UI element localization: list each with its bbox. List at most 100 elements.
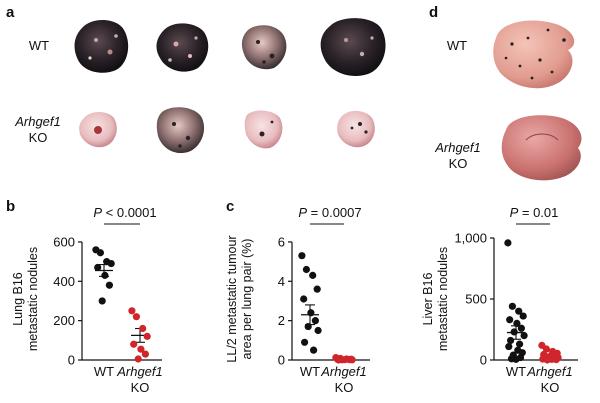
- data-point: [132, 313, 140, 321]
- data-point: [105, 281, 113, 289]
- y-tick-label: 6: [278, 234, 285, 249]
- panel-a-row-label-ko: Arhgef1 KO: [6, 114, 70, 146]
- data-point: [128, 307, 136, 315]
- lung-ko-1: [79, 112, 117, 148]
- data-point: [98, 297, 106, 305]
- lung-wt-2: [156, 23, 209, 72]
- y-tick-label: 600: [53, 234, 75, 249]
- data-point: [143, 332, 151, 340]
- row-label-line2: KO: [448, 156, 468, 171]
- x-category-label: Arhgef1: [320, 364, 367, 379]
- lung-wt-3: [241, 25, 287, 70]
- x-category-label-line2: KO: [541, 380, 560, 395]
- data-point: [543, 356, 551, 364]
- data-point: [506, 316, 514, 324]
- data-point: [302, 265, 310, 274]
- y-tick-label: 0: [68, 353, 75, 368]
- data-point: [348, 356, 356, 364]
- data-point: [313, 285, 321, 293]
- y-tick-label: 400: [53, 274, 75, 289]
- panel-letter-d: d: [429, 4, 439, 21]
- data-point: [300, 295, 308, 303]
- x-category-label-line2: KO: [335, 380, 354, 395]
- y-axis-label: area per lung pair (%): [240, 239, 254, 360]
- y-tick-label: 0: [480, 353, 487, 368]
- panel-letter-b: b: [6, 198, 16, 215]
- y-axis-label: Liver B16: [421, 273, 435, 326]
- row-label-line1: Arhgef1: [435, 140, 481, 155]
- panel-d-row-label-wt: WT: [432, 38, 482, 54]
- chart-c: 0 2 4 6 LL/2 metastatic tumour area per lung …: [225, 205, 370, 395]
- data-point: [314, 326, 322, 335]
- data-point: [141, 350, 149, 358]
- data-point: [515, 307, 523, 315]
- data-point: [298, 252, 306, 260]
- row-label-line1: WT: [446, 38, 468, 53]
- data-point: [311, 317, 319, 325]
- row-label-line1: WT: [28, 38, 50, 53]
- lung-ko-3: [244, 110, 283, 149]
- data-point: [542, 345, 550, 353]
- lung-ko-4: [337, 110, 375, 148]
- lung-wt-1: [74, 19, 129, 73]
- y-tick-label: 200: [53, 313, 75, 328]
- data-point: [134, 355, 142, 363]
- x-category-label: WT: [94, 364, 114, 379]
- liver-ko: [501, 115, 582, 181]
- data-point: [552, 356, 560, 364]
- x-category-label: WT: [300, 364, 320, 379]
- data-point: [507, 336, 515, 345]
- data-point: [517, 324, 525, 332]
- chart-b: 0 200 400 600 Lung B16 metastatic nodules P < …: [11, 205, 163, 395]
- data-point: [504, 239, 512, 247]
- data-point: [137, 345, 145, 353]
- panel-d-row-label-ko: Arhgef1 KO: [426, 140, 490, 172]
- data-point: [516, 340, 524, 348]
- data-point: [510, 328, 518, 336]
- data-point: [307, 309, 315, 317]
- panel-letter-c: c: [226, 198, 235, 215]
- x-category-label: WT: [506, 364, 526, 379]
- y-axis-label: metastatic nodules: [436, 247, 450, 351]
- data-point: [309, 271, 317, 279]
- data-point: [304, 322, 312, 331]
- data-point: [301, 338, 309, 346]
- data-point: [130, 340, 138, 348]
- data-point: [505, 342, 513, 351]
- data-point: [94, 263, 102, 272]
- data-point: [139, 324, 147, 333]
- data-point: [101, 271, 109, 279]
- x-category-label: Arhgef1: [526, 364, 573, 379]
- y-tick-label: 0: [278, 353, 285, 368]
- p-value-label: P = 0.01: [510, 205, 559, 220]
- lung-wt-4: [320, 18, 386, 77]
- y-axis-label: Lung B16: [11, 272, 25, 326]
- lung-ko-2: [156, 107, 205, 154]
- data-point: [512, 355, 520, 363]
- y-axis-label: LL/2 metastatic tumour: [225, 235, 239, 362]
- row-label-line2: KO: [28, 130, 48, 145]
- data-point: [519, 312, 527, 320]
- data-point: [310, 346, 318, 354]
- data-point: [96, 249, 104, 257]
- y-tick-label: 1,000: [454, 231, 487, 246]
- data-point: [520, 332, 528, 340]
- y-tick-label: 2: [278, 313, 285, 328]
- y-tick-label: 4: [278, 274, 285, 289]
- data-point: [335, 356, 343, 364]
- data-point: [508, 302, 516, 310]
- p-value-label: P < 0.0001: [93, 205, 156, 220]
- y-axis-label: metastatic nodules: [26, 247, 40, 351]
- panel-a-row-label-wt: WT: [14, 38, 64, 54]
- data-point: [107, 259, 115, 268]
- panel-letter-a: a: [6, 4, 15, 21]
- row-label-line1: Arhgef1: [15, 114, 61, 129]
- data-point: [513, 319, 521, 327]
- chart-e: 0 500 1,000 Liver B16 metastatic nodules P = …: [421, 205, 578, 395]
- x-category-label-line2: KO: [131, 380, 150, 395]
- y-tick-label: 500: [465, 292, 487, 307]
- liver-wt: [493, 20, 575, 89]
- p-value-label: P = 0.0007: [298, 205, 361, 220]
- x-category-label: Arhgef1: [116, 364, 163, 379]
